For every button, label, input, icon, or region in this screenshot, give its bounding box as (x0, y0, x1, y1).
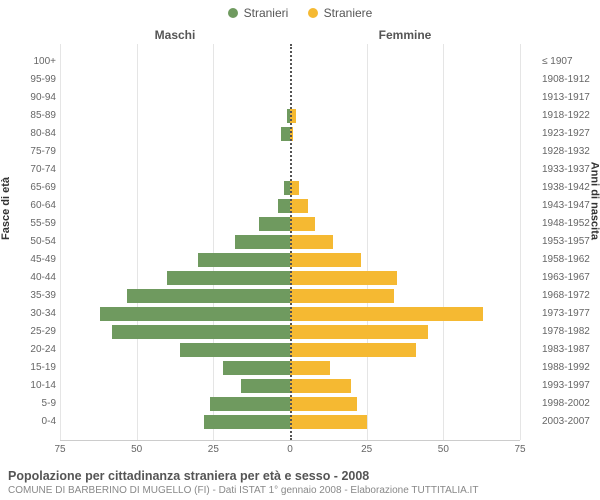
age-label: 75-79 (0, 143, 56, 161)
x-tick-label: 25 (361, 444, 372, 455)
birth-year-label: 1983-1987 (542, 341, 600, 359)
bar-male (198, 253, 290, 267)
bar-female (290, 217, 315, 231)
column-headers: Maschi Femmine (60, 28, 520, 44)
header-right: Femmine (290, 28, 520, 42)
bar-female (290, 235, 333, 249)
bar-male (241, 379, 290, 393)
pyramid-chart: Stranieri Straniere Maschi Femmine Fasce… (0, 0, 600, 500)
age-label: 0-4 (0, 413, 56, 431)
bar-male (180, 343, 290, 357)
birth-year-label: 1933-1937 (542, 161, 600, 179)
age-label: 85-89 (0, 107, 56, 125)
x-tick-label: 50 (131, 444, 142, 455)
bar-female (290, 397, 357, 411)
x-tick-label: 0 (287, 444, 293, 455)
legend-label-male: Stranieri (244, 6, 289, 20)
age-label: 15-19 (0, 359, 56, 377)
bar-female (290, 199, 308, 213)
age-label: 25-29 (0, 323, 56, 341)
birth-year-label: 1948-1952 (542, 215, 600, 233)
birth-year-label: 1943-1947 (542, 197, 600, 215)
bar-female (290, 307, 483, 321)
legend-swatch-male-icon (228, 8, 238, 18)
age-label: 80-84 (0, 125, 56, 143)
age-label: 95-99 (0, 71, 56, 89)
chart-area (60, 44, 520, 441)
bar-male (278, 199, 290, 213)
bar-female (290, 325, 428, 339)
bar-female (290, 289, 394, 303)
birth-year-label: 1968-1972 (542, 287, 600, 305)
age-label: 70-74 (0, 161, 56, 179)
x-axis-ticks: 7550250255075 (60, 444, 520, 458)
bar-female (290, 343, 416, 357)
birth-year-label: 2003-2007 (542, 413, 600, 431)
age-label: 65-69 (0, 179, 56, 197)
bar-female (290, 253, 361, 267)
bar-male (112, 325, 290, 339)
birth-year-label: 1908-1912 (542, 71, 600, 89)
chart-footer: Popolazione per cittadinanza straniera p… (8, 469, 592, 496)
bar-female (290, 415, 367, 429)
footer-subtitle: COMUNE DI BARBERINO DI MUGELLO (FI) - Da… (8, 485, 592, 496)
x-tick-label: 75 (54, 444, 65, 455)
center-divider (290, 44, 292, 440)
x-tick-label: 25 (208, 444, 219, 455)
birth-year-label: 1938-1942 (542, 179, 600, 197)
birth-year-label: 1998-2002 (542, 395, 600, 413)
bar-male (167, 271, 290, 285)
x-tick-label: 50 (438, 444, 449, 455)
bar-male (127, 289, 290, 303)
birth-year-label: ≤ 1907 (542, 53, 600, 71)
x-tick-label: 75 (514, 444, 525, 455)
age-label: 5-9 (0, 395, 56, 413)
grid-line (520, 44, 521, 440)
birth-year-label: 1928-1932 (542, 143, 600, 161)
legend-swatch-female-icon (308, 8, 318, 18)
bar-male (204, 415, 290, 429)
age-label: 40-44 (0, 269, 56, 287)
birth-year-label: 1923-1927 (542, 125, 600, 143)
bar-male (100, 307, 290, 321)
bar-male (235, 235, 290, 249)
age-label: 10-14 (0, 377, 56, 395)
birth-year-label: 1988-1992 (542, 359, 600, 377)
legend: Stranieri Straniere (0, 6, 600, 21)
bar-female (290, 271, 397, 285)
age-label: 35-39 (0, 287, 56, 305)
birth-year-label: 1963-1967 (542, 269, 600, 287)
age-label: 55-59 (0, 215, 56, 233)
age-label: 20-24 (0, 341, 56, 359)
header-left: Maschi (60, 28, 290, 42)
age-label: 60-64 (0, 197, 56, 215)
footer-title: Popolazione per cittadinanza straniera p… (8, 469, 592, 483)
legend-label-female: Straniere (324, 6, 373, 20)
legend-item-male: Stranieri (228, 6, 289, 20)
birth-year-label: 1918-1922 (542, 107, 600, 125)
bar-male (259, 217, 290, 231)
birth-year-label: 1958-1962 (542, 251, 600, 269)
age-label: 90-94 (0, 89, 56, 107)
age-label: 30-34 (0, 305, 56, 323)
age-label: 50-54 (0, 233, 56, 251)
bar-male (210, 397, 290, 411)
birth-year-label: 1993-1997 (542, 377, 600, 395)
birth-year-label: 1973-1977 (542, 305, 600, 323)
birth-year-label: 1913-1917 (542, 89, 600, 107)
birth-year-label: 1978-1982 (542, 323, 600, 341)
age-label: 45-49 (0, 251, 56, 269)
birth-year-label: 1953-1957 (542, 233, 600, 251)
bar-female (290, 379, 351, 393)
age-label: 100+ (0, 53, 56, 71)
bar-male (281, 127, 290, 141)
legend-item-female: Straniere (308, 6, 373, 20)
bar-female (290, 361, 330, 375)
bar-male (223, 361, 290, 375)
